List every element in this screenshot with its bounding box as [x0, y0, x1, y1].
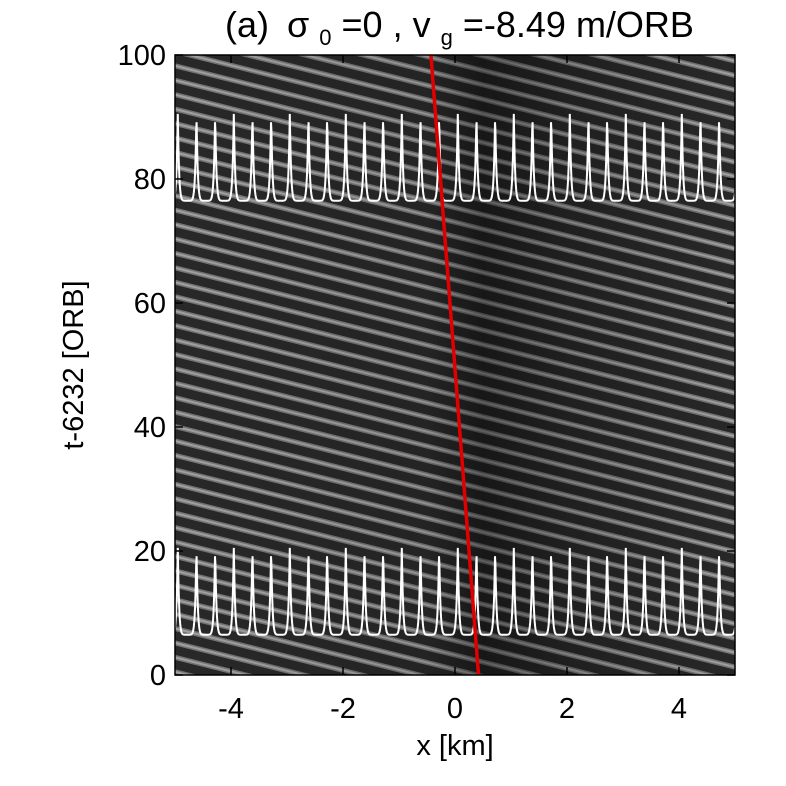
y-tick-label: 100: [118, 40, 166, 72]
panel-label: (a): [225, 4, 269, 45]
x-axis: -4 -2 0 2 4: [218, 55, 687, 725]
velocity-subscript: g: [441, 25, 453, 50]
sigma-subscript: 0: [319, 25, 331, 50]
y-axis-label: t-6232 [ORB]: [58, 280, 90, 449]
sigma-symbol: σ: [287, 4, 309, 45]
profile-early: [175, 547, 735, 636]
profile-late: [175, 113, 735, 202]
y-tick-label: 40: [134, 412, 166, 444]
y-tick-label: 20: [134, 536, 166, 568]
velocity-value: =-8.49 m/ORB: [463, 4, 694, 45]
chart-title: (a) σ 0 =0 , v g =-8.49 m/ORB: [225, 4, 694, 53]
x-tick-label: 0: [447, 693, 463, 725]
x-tick-label: -4: [218, 693, 244, 725]
group-velocity-line: [429, 55, 481, 675]
x-tick-label: 2: [559, 693, 575, 725]
y-tick-label: 0: [150, 660, 166, 692]
wave-profiles: [175, 113, 735, 636]
y-tick-label: 60: [134, 288, 166, 320]
sigma-value: =0 , v: [342, 4, 431, 45]
x-tick-label: 4: [671, 693, 687, 725]
plot-area: [175, 55, 735, 675]
x-axis-label: x [km]: [416, 730, 493, 762]
svg-text:(a) σ 0 =0 ,: (a) σ 0 =0 , v g =-8.49 m/ORB: [225, 4, 694, 53]
y-axis: 0 20 40 60 80 100: [118, 40, 735, 692]
x-tick-label: -2: [330, 693, 356, 725]
y-tick-label: 80: [134, 164, 166, 196]
